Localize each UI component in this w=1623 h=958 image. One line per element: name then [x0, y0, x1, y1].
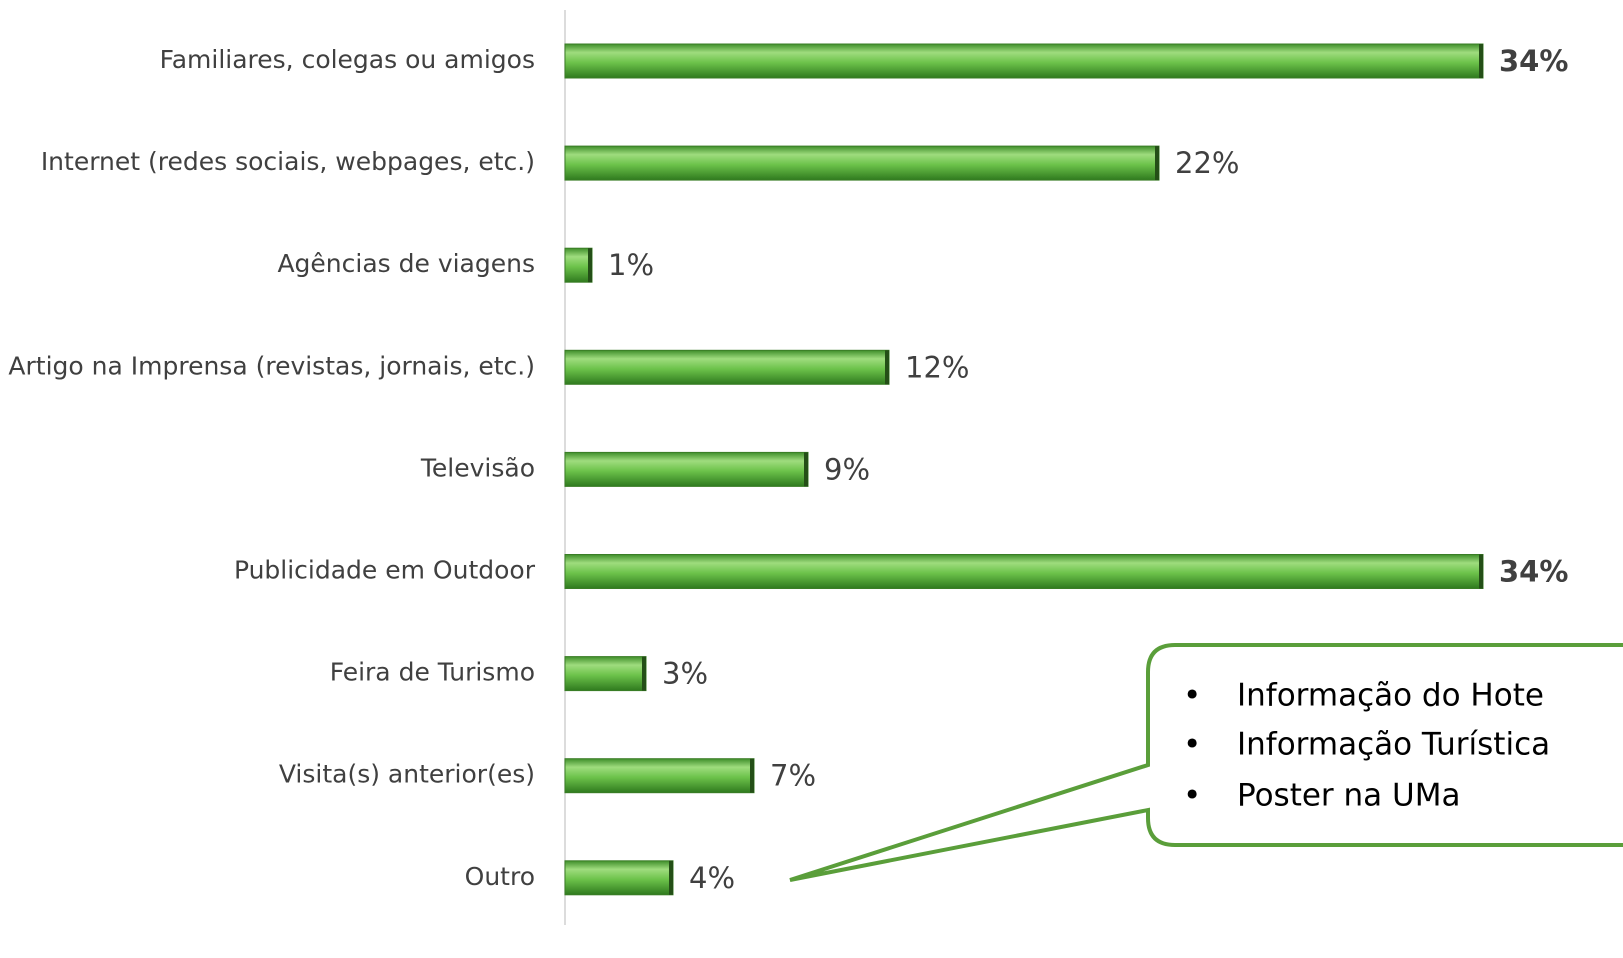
bar-end [642, 656, 646, 691]
bar [564, 247, 593, 283]
bar [564, 349, 890, 385]
callout [789, 643, 1623, 882]
value-label: 9% [824, 452, 870, 486]
bar-end [669, 860, 673, 895]
bullet: • [1183, 778, 1201, 814]
value-label: 34% [1499, 555, 1568, 589]
category-label: Televisão [420, 453, 535, 482]
value-label: 3% [662, 657, 708, 691]
bar [564, 554, 1484, 589]
value-label: 4% [689, 861, 735, 895]
bar-end [1479, 44, 1483, 78]
bar-end [804, 452, 808, 487]
value-label: 7% [770, 759, 816, 793]
category-label: Internet (redes sociais, webpages, etc.) [41, 147, 535, 176]
bar-end [750, 758, 754, 793]
value-label: 34% [1499, 44, 1568, 78]
value-label: 1% [608, 248, 654, 282]
bar [564, 758, 755, 794]
category-label: Familiares, colegas ou amigos [160, 45, 535, 74]
bar [564, 145, 1160, 181]
value-label: 12% [905, 350, 969, 384]
bullet: • [1183, 678, 1201, 714]
value-label: 22% [1175, 146, 1239, 180]
callout-item: Informação do Hote [1237, 678, 1544, 714]
category-label: Artigo na Imprensa (revistas, jornais, e… [8, 351, 535, 380]
category-label: Visita(s) anterior(es) [279, 760, 535, 789]
bar-end [1155, 146, 1159, 181]
category-label: Publicidade em Outdoor [234, 556, 536, 585]
bar [564, 860, 674, 896]
bar-end [1479, 554, 1483, 589]
bar [564, 656, 647, 692]
category-label: Agências de viagens [277, 249, 535, 278]
bar [564, 451, 809, 487]
category-label: Outro [465, 862, 535, 891]
category-label: Feira de Turismo [330, 658, 535, 687]
bar [564, 43, 1484, 79]
bar-end [588, 248, 592, 283]
callout-item: Poster na UMa [1237, 778, 1460, 814]
bullet: • [1183, 727, 1201, 763]
callout-item: Informação Turística [1237, 727, 1550, 763]
bar-end [885, 350, 889, 385]
